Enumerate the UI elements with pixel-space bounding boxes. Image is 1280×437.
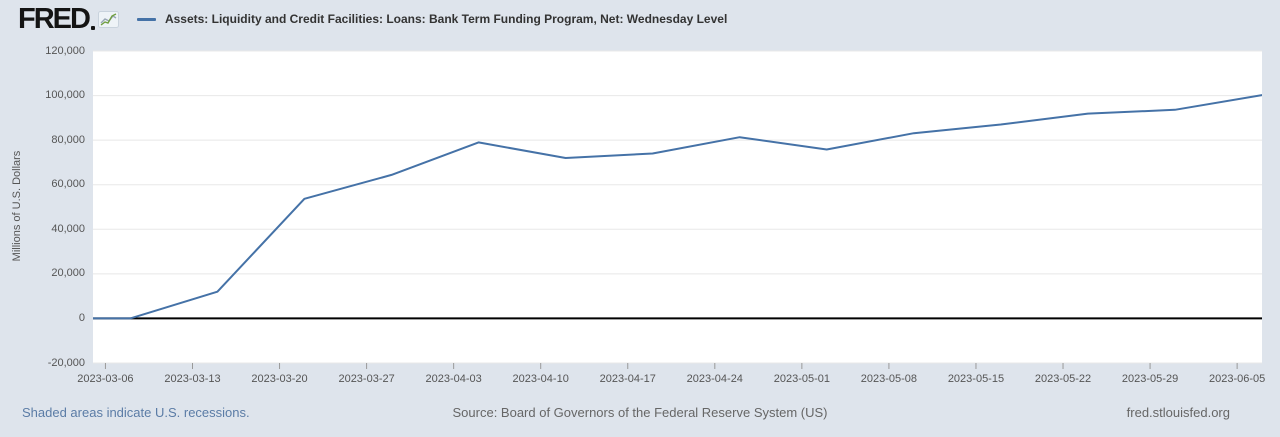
x-tick-label: 2023-05-15 [947, 373, 1005, 385]
y-tick-label: 0 [78, 311, 85, 324]
fred-site-link[interactable]: fred.stlouisfed.org [1126, 405, 1230, 420]
y-tick-label: 60,000 [51, 178, 85, 191]
x-tick-label: 2023-04-03 [425, 373, 482, 385]
x-tick-label: 2023-05-29 [1121, 373, 1179, 385]
series-line [93, 94, 1262, 320]
y-tick-label: -20,000 [47, 356, 85, 369]
x-tick-label: 2023-05-01 [773, 373, 830, 385]
chart-header: FRED Assets: Liquidity and Credit Facili… [18, 2, 728, 35]
recession-note-link[interactable]: Shaded areas indicate U.S. recessions. [22, 405, 250, 420]
fred-logo: FRED [18, 2, 91, 35]
x-tick-label: 2023-03-13 [164, 373, 221, 385]
plot-background [93, 51, 1262, 363]
series-title: Assets: Liquidity and Credit Facilities:… [164, 12, 728, 26]
x-tick-label: 2023-03-06 [77, 373, 134, 385]
chart-footer: Shaded areas indicate U.S. recessions. S… [0, 405, 1280, 423]
y-tick-label: 80,000 [51, 133, 85, 146]
x-tick-label: 2023-04-24 [686, 373, 743, 385]
legend-line-sample [136, 17, 156, 21]
y-tick-label: 20,000 [51, 267, 85, 280]
x-tick-label: 2023-06-05 [1208, 373, 1266, 385]
line-graph-icon [97, 10, 119, 28]
x-tick-label: 2023-05-08 [860, 373, 918, 385]
x-tick-label: 2023-04-10 [512, 373, 569, 385]
source-text: Source: Board of Governors of the Federa… [452, 405, 828, 420]
x-tick-label: 2023-05-22 [1034, 373, 1092, 385]
y-tick-label: 40,000 [51, 222, 85, 235]
registered-mark-dot [90, 26, 95, 30]
y-tick-label: 100,000 [45, 89, 85, 102]
y-tick-label: 120,000 [45, 44, 85, 57]
x-tick-label: 2023-04-17 [599, 373, 656, 385]
x-tick-label: 2023-03-27 [338, 373, 395, 385]
x-tick-label: 2023-03-20 [251, 373, 308, 385]
